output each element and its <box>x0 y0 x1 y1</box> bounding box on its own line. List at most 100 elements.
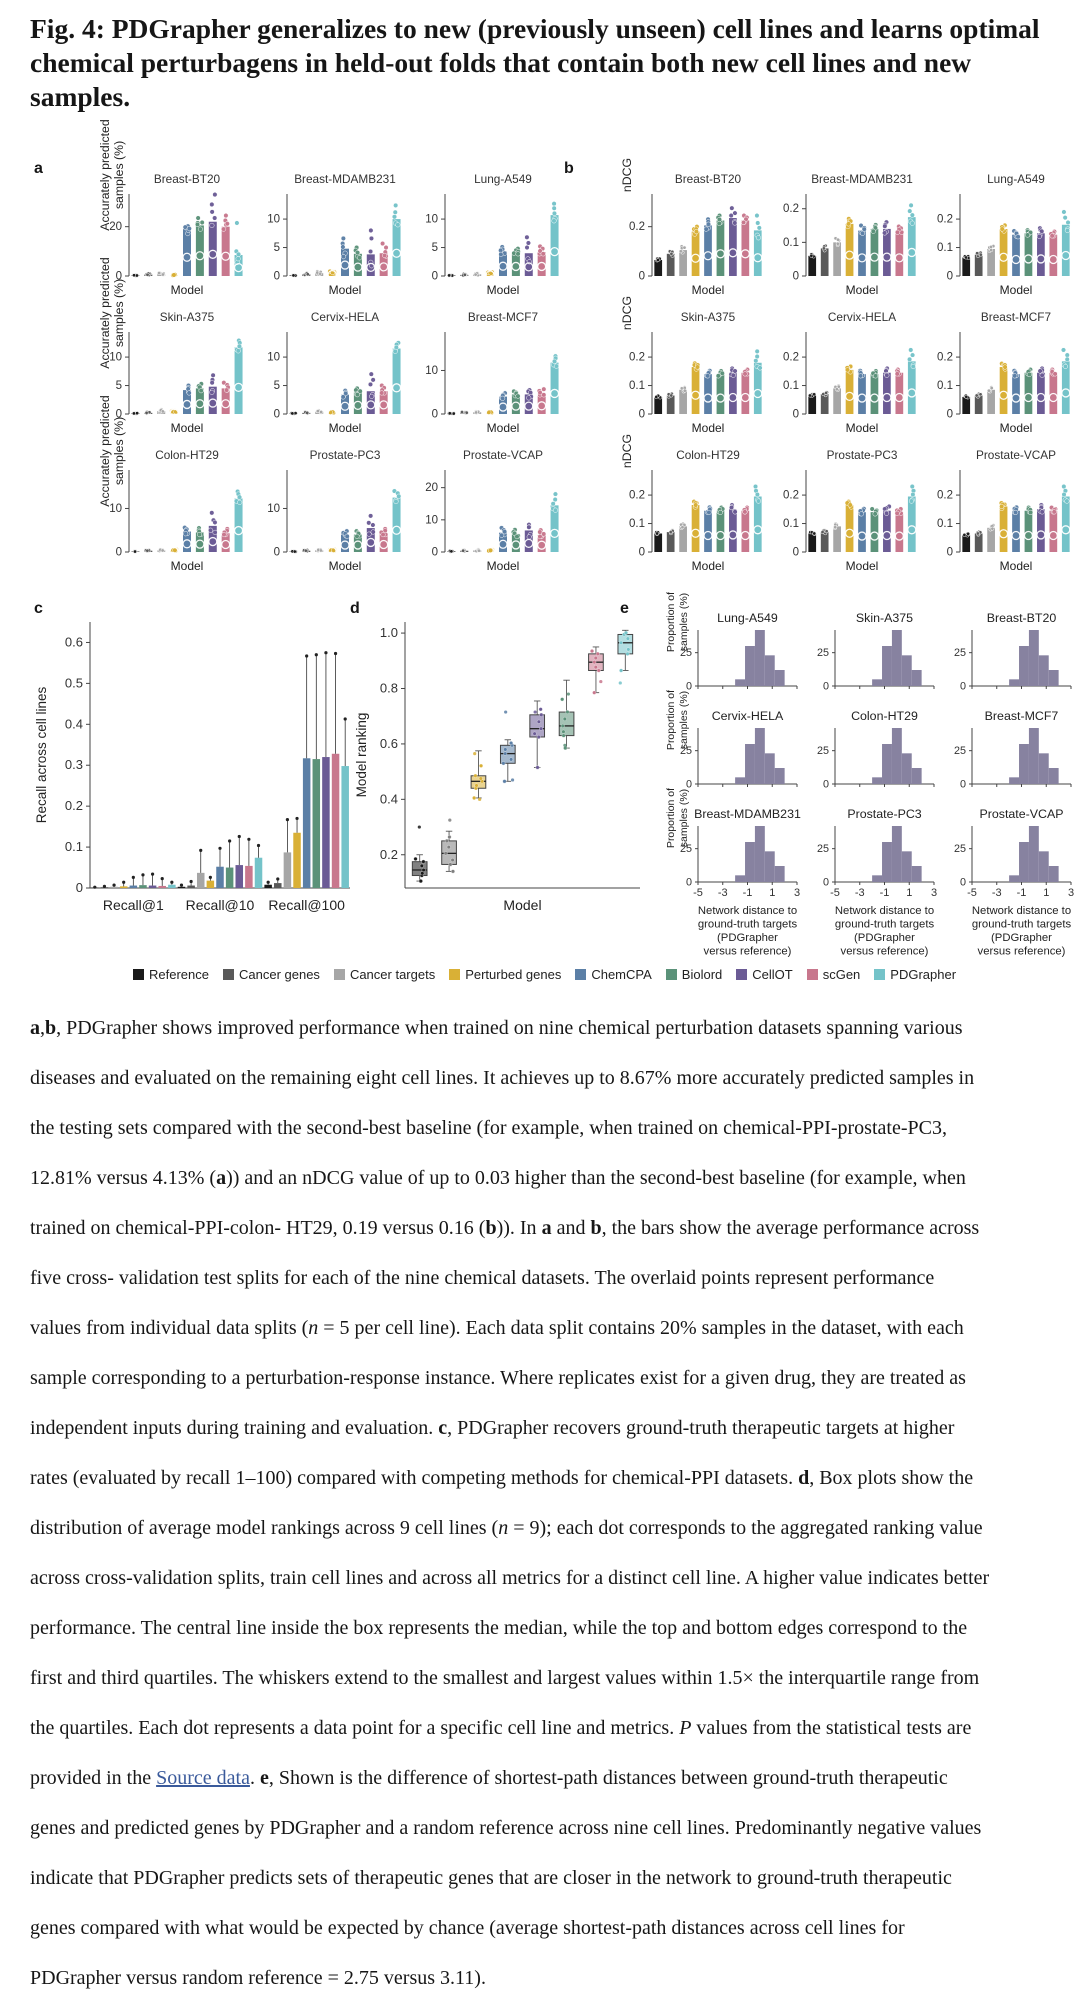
svg-text:0: 0 <box>947 271 953 283</box>
svg-text:Network distance to: Network distance to <box>698 905 797 917</box>
svg-text:Breast-BT20: Breast-BT20 <box>675 172 742 186</box>
svg-text:Model: Model <box>487 421 520 435</box>
svg-text:Cervix-HELA: Cervix-HELA <box>712 709 784 723</box>
svg-text:Breast-MDAMB231: Breast-MDAMB231 <box>694 807 801 821</box>
svg-text:0: 0 <box>116 547 122 559</box>
svg-text:0.6: 0.6 <box>65 634 83 649</box>
svg-text:ground-truth targets: ground-truth targets <box>972 919 1072 931</box>
svg-text:-5: -5 <box>967 887 977 899</box>
svg-text:Model: Model <box>846 283 879 297</box>
svg-text:0.4: 0.4 <box>65 716 83 731</box>
svg-text:0.1: 0.1 <box>937 380 953 392</box>
svg-text:Prostate-PC3: Prostate-PC3 <box>847 807 921 821</box>
svg-text:0.2: 0.2 <box>937 352 953 364</box>
svg-text:Network distance to: Network distance to <box>835 905 934 917</box>
svg-text:Colon-HT29: Colon-HT29 <box>851 709 918 723</box>
svg-text:versus reference): versus reference) <box>704 946 792 958</box>
svg-text:5: 5 <box>274 380 280 392</box>
svg-text:0.5: 0.5 <box>65 675 83 690</box>
svg-text:Model: Model <box>171 559 204 573</box>
svg-text:-1: -1 <box>1017 887 1027 899</box>
svg-text:Breast-MCF7: Breast-MCF7 <box>985 709 1059 723</box>
svg-text:1: 1 <box>769 887 775 899</box>
svg-text:Colon-HT29: Colon-HT29 <box>155 448 219 462</box>
svg-text:0: 0 <box>823 681 829 693</box>
svg-text:0: 0 <box>960 779 966 791</box>
svg-text:25: 25 <box>817 843 829 855</box>
svg-text:10: 10 <box>267 503 280 515</box>
svg-text:-5: -5 <box>693 887 703 899</box>
svg-text:Model: Model <box>487 283 520 297</box>
svg-text:Prostate-VCAP: Prostate-VCAP <box>976 448 1056 462</box>
svg-text:1: 1 <box>1043 887 1049 899</box>
svg-text:-1: -1 <box>743 887 753 899</box>
svg-text:10: 10 <box>425 514 438 526</box>
svg-text:-3: -3 <box>855 887 865 899</box>
svg-text:-3: -3 <box>992 887 1002 899</box>
svg-text:0.6: 0.6 <box>380 736 398 751</box>
svg-text:Model: Model <box>692 421 725 435</box>
svg-text:Recall@1: Recall@1 <box>103 897 164 913</box>
svg-text:0.3: 0.3 <box>65 757 83 772</box>
svg-text:Prostate-PC3: Prostate-PC3 <box>310 448 381 462</box>
svg-text:25: 25 <box>817 745 829 757</box>
svg-text:25: 25 <box>817 647 829 659</box>
svg-text:0.1: 0.1 <box>783 518 799 530</box>
svg-text:Model: Model <box>329 283 362 297</box>
svg-text:0.2: 0.2 <box>380 847 398 862</box>
svg-text:(PDGrapher: (PDGrapher <box>854 932 915 944</box>
svg-text:Model: Model <box>1000 283 1033 297</box>
svg-text:0: 0 <box>793 409 799 421</box>
svg-text:0.2: 0.2 <box>937 214 953 226</box>
svg-text:10: 10 <box>267 214 280 226</box>
svg-text:1: 1 <box>906 887 912 899</box>
svg-text:10: 10 <box>425 365 438 377</box>
svg-text:5: 5 <box>274 242 280 254</box>
svg-text:25: 25 <box>954 745 966 757</box>
svg-text:0.1: 0.1 <box>65 839 83 854</box>
svg-text:Recall@100: Recall@100 <box>268 897 345 913</box>
svg-text:0.2: 0.2 <box>937 490 953 502</box>
svg-text:0.2: 0.2 <box>65 798 83 813</box>
svg-text:Breast-MCF7: Breast-MCF7 <box>981 310 1051 324</box>
svg-text:25: 25 <box>954 647 966 659</box>
svg-text:Breast-MDAMB231: Breast-MDAMB231 <box>811 172 913 186</box>
svg-text:ground-truth targets: ground-truth targets <box>698 919 798 931</box>
svg-text:20: 20 <box>425 482 438 494</box>
svg-text:0: 0 <box>432 409 438 421</box>
svg-text:0: 0 <box>793 271 799 283</box>
svg-text:Lung-A549: Lung-A549 <box>474 172 532 186</box>
svg-text:1.0: 1.0 <box>380 625 398 640</box>
svg-text:ground-truth targets: ground-truth targets <box>835 919 935 931</box>
svg-text:0: 0 <box>960 877 966 889</box>
svg-text:0: 0 <box>274 547 280 559</box>
svg-text:Model: Model <box>692 283 725 297</box>
svg-text:Breast-BT20: Breast-BT20 <box>154 172 221 186</box>
svg-text:Lung-A549: Lung-A549 <box>717 611 778 625</box>
svg-text:Model: Model <box>846 421 879 435</box>
svg-text:0: 0 <box>793 547 799 559</box>
svg-text:versus reference): versus reference) <box>841 946 929 958</box>
svg-text:Breast-BT20: Breast-BT20 <box>987 611 1057 625</box>
svg-text:0.2: 0.2 <box>783 352 799 364</box>
svg-text:0.2: 0.2 <box>783 490 799 502</box>
svg-text:Model: Model <box>171 283 204 297</box>
svg-text:3: 3 <box>794 887 800 899</box>
svg-text:-5: -5 <box>830 887 840 899</box>
svg-text:10: 10 <box>425 214 438 226</box>
svg-text:0.1: 0.1 <box>937 242 953 254</box>
svg-text:Prostate-VCAP: Prostate-VCAP <box>979 807 1063 821</box>
svg-text:0: 0 <box>947 409 953 421</box>
svg-text:0: 0 <box>686 877 692 889</box>
svg-text:Model: Model <box>171 421 204 435</box>
svg-text:(PDGrapher: (PDGrapher <box>991 932 1052 944</box>
svg-text:Model: Model <box>503 897 541 913</box>
svg-text:0: 0 <box>432 271 438 283</box>
svg-text:0: 0 <box>274 409 280 421</box>
svg-text:Model: Model <box>846 559 879 573</box>
svg-text:Recall across cell lines: Recall across cell lines <box>34 686 49 823</box>
svg-text:Model: Model <box>1000 421 1033 435</box>
svg-text:3: 3 <box>931 887 937 899</box>
svg-text:0: 0 <box>639 547 645 559</box>
svg-text:0: 0 <box>639 409 645 421</box>
